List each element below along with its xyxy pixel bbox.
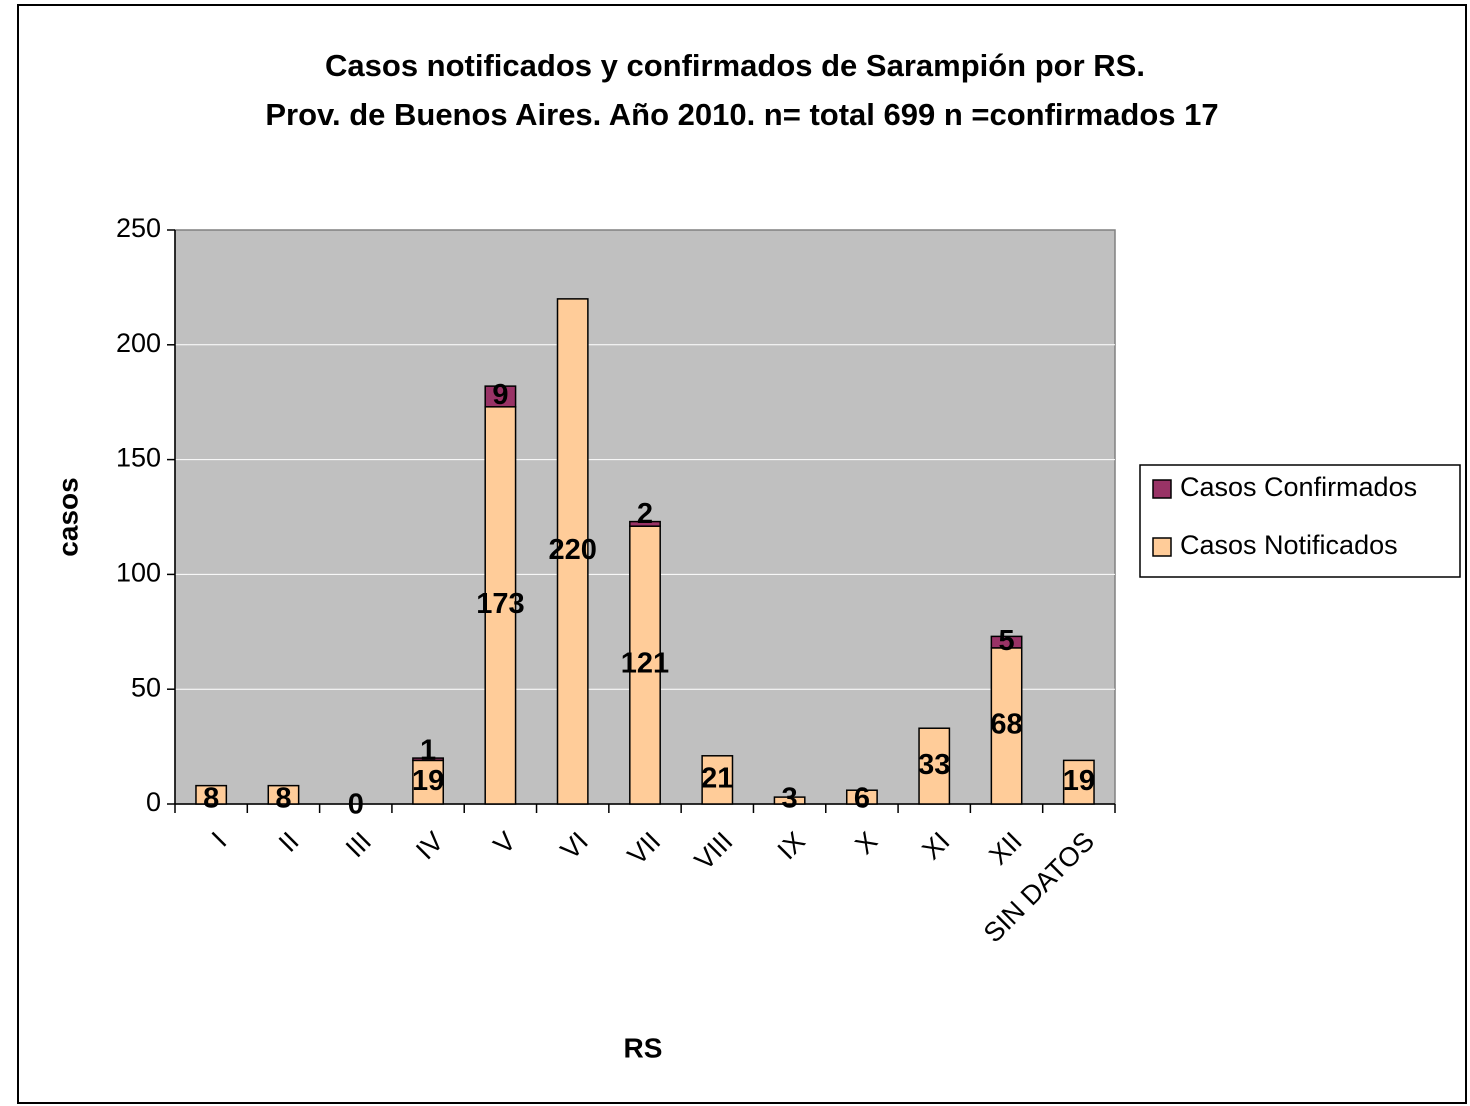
y-tick-label: 250	[116, 213, 161, 243]
data-label: 5	[998, 625, 1014, 657]
data-label: 8	[275, 783, 291, 815]
bar-segment	[701, 755, 734, 805]
data-label: 2	[637, 498, 653, 530]
bar-segment	[990, 647, 1023, 805]
bar-segment	[990, 635, 1023, 649]
legend: Casos Confirmados Casos Notificados	[1139, 464, 1461, 578]
data-label: 8	[203, 783, 219, 815]
bar-segment	[412, 759, 445, 805]
bar-segment	[556, 298, 589, 805]
data-label: 68	[990, 709, 1022, 741]
bar-segment	[629, 525, 661, 805]
data-label: 9	[492, 379, 508, 411]
data-label: 1	[420, 735, 436, 767]
legend-label: Casos Confirmados	[1180, 472, 1417, 502]
legend-label: Casos Notificados	[1180, 530, 1398, 560]
plot-area	[174, 229, 1116, 805]
y-tick-label: 0	[146, 787, 161, 817]
y-tick-label: 100	[116, 558, 161, 588]
bar-segment	[1062, 759, 1095, 805]
data-label: 3	[782, 783, 798, 815]
data-label: 220	[548, 534, 596, 566]
data-label: 6	[854, 783, 870, 815]
bar-segment	[918, 727, 951, 805]
data-label: 33	[918, 749, 950, 781]
data-label: 121	[621, 648, 669, 680]
y-tick-label: 200	[116, 328, 161, 358]
y-tick-label: 150	[116, 443, 161, 473]
data-label: 173	[476, 588, 524, 620]
data-label: 19	[412, 765, 444, 797]
y-axis-label: casos	[52, 477, 83, 556]
data-label: 19	[1063, 765, 1095, 797]
data-label: 21	[701, 763, 733, 795]
chart-title: Casos notificados y confirmados de Saram…	[325, 48, 1145, 83]
legend-swatch	[1152, 537, 1172, 557]
x-axis-label: RS	[624, 1032, 663, 1063]
bar-segment	[845, 789, 878, 805]
data-label: 0	[348, 789, 364, 821]
y-tick-label: 50	[131, 672, 161, 702]
bar-segment	[629, 520, 661, 527]
legend-swatch	[1152, 479, 1172, 499]
bar-segment	[195, 784, 228, 805]
bar-segment	[412, 757, 445, 762]
bar-segment	[267, 784, 300, 805]
legend-box	[1139, 464, 1461, 578]
bar-segment	[484, 385, 517, 408]
bar-segment	[773, 796, 806, 805]
chart-subtitle: Prov. de Buenos Aires. Año 2010. n= tota…	[265, 97, 1218, 132]
bar-segment	[484, 406, 517, 805]
